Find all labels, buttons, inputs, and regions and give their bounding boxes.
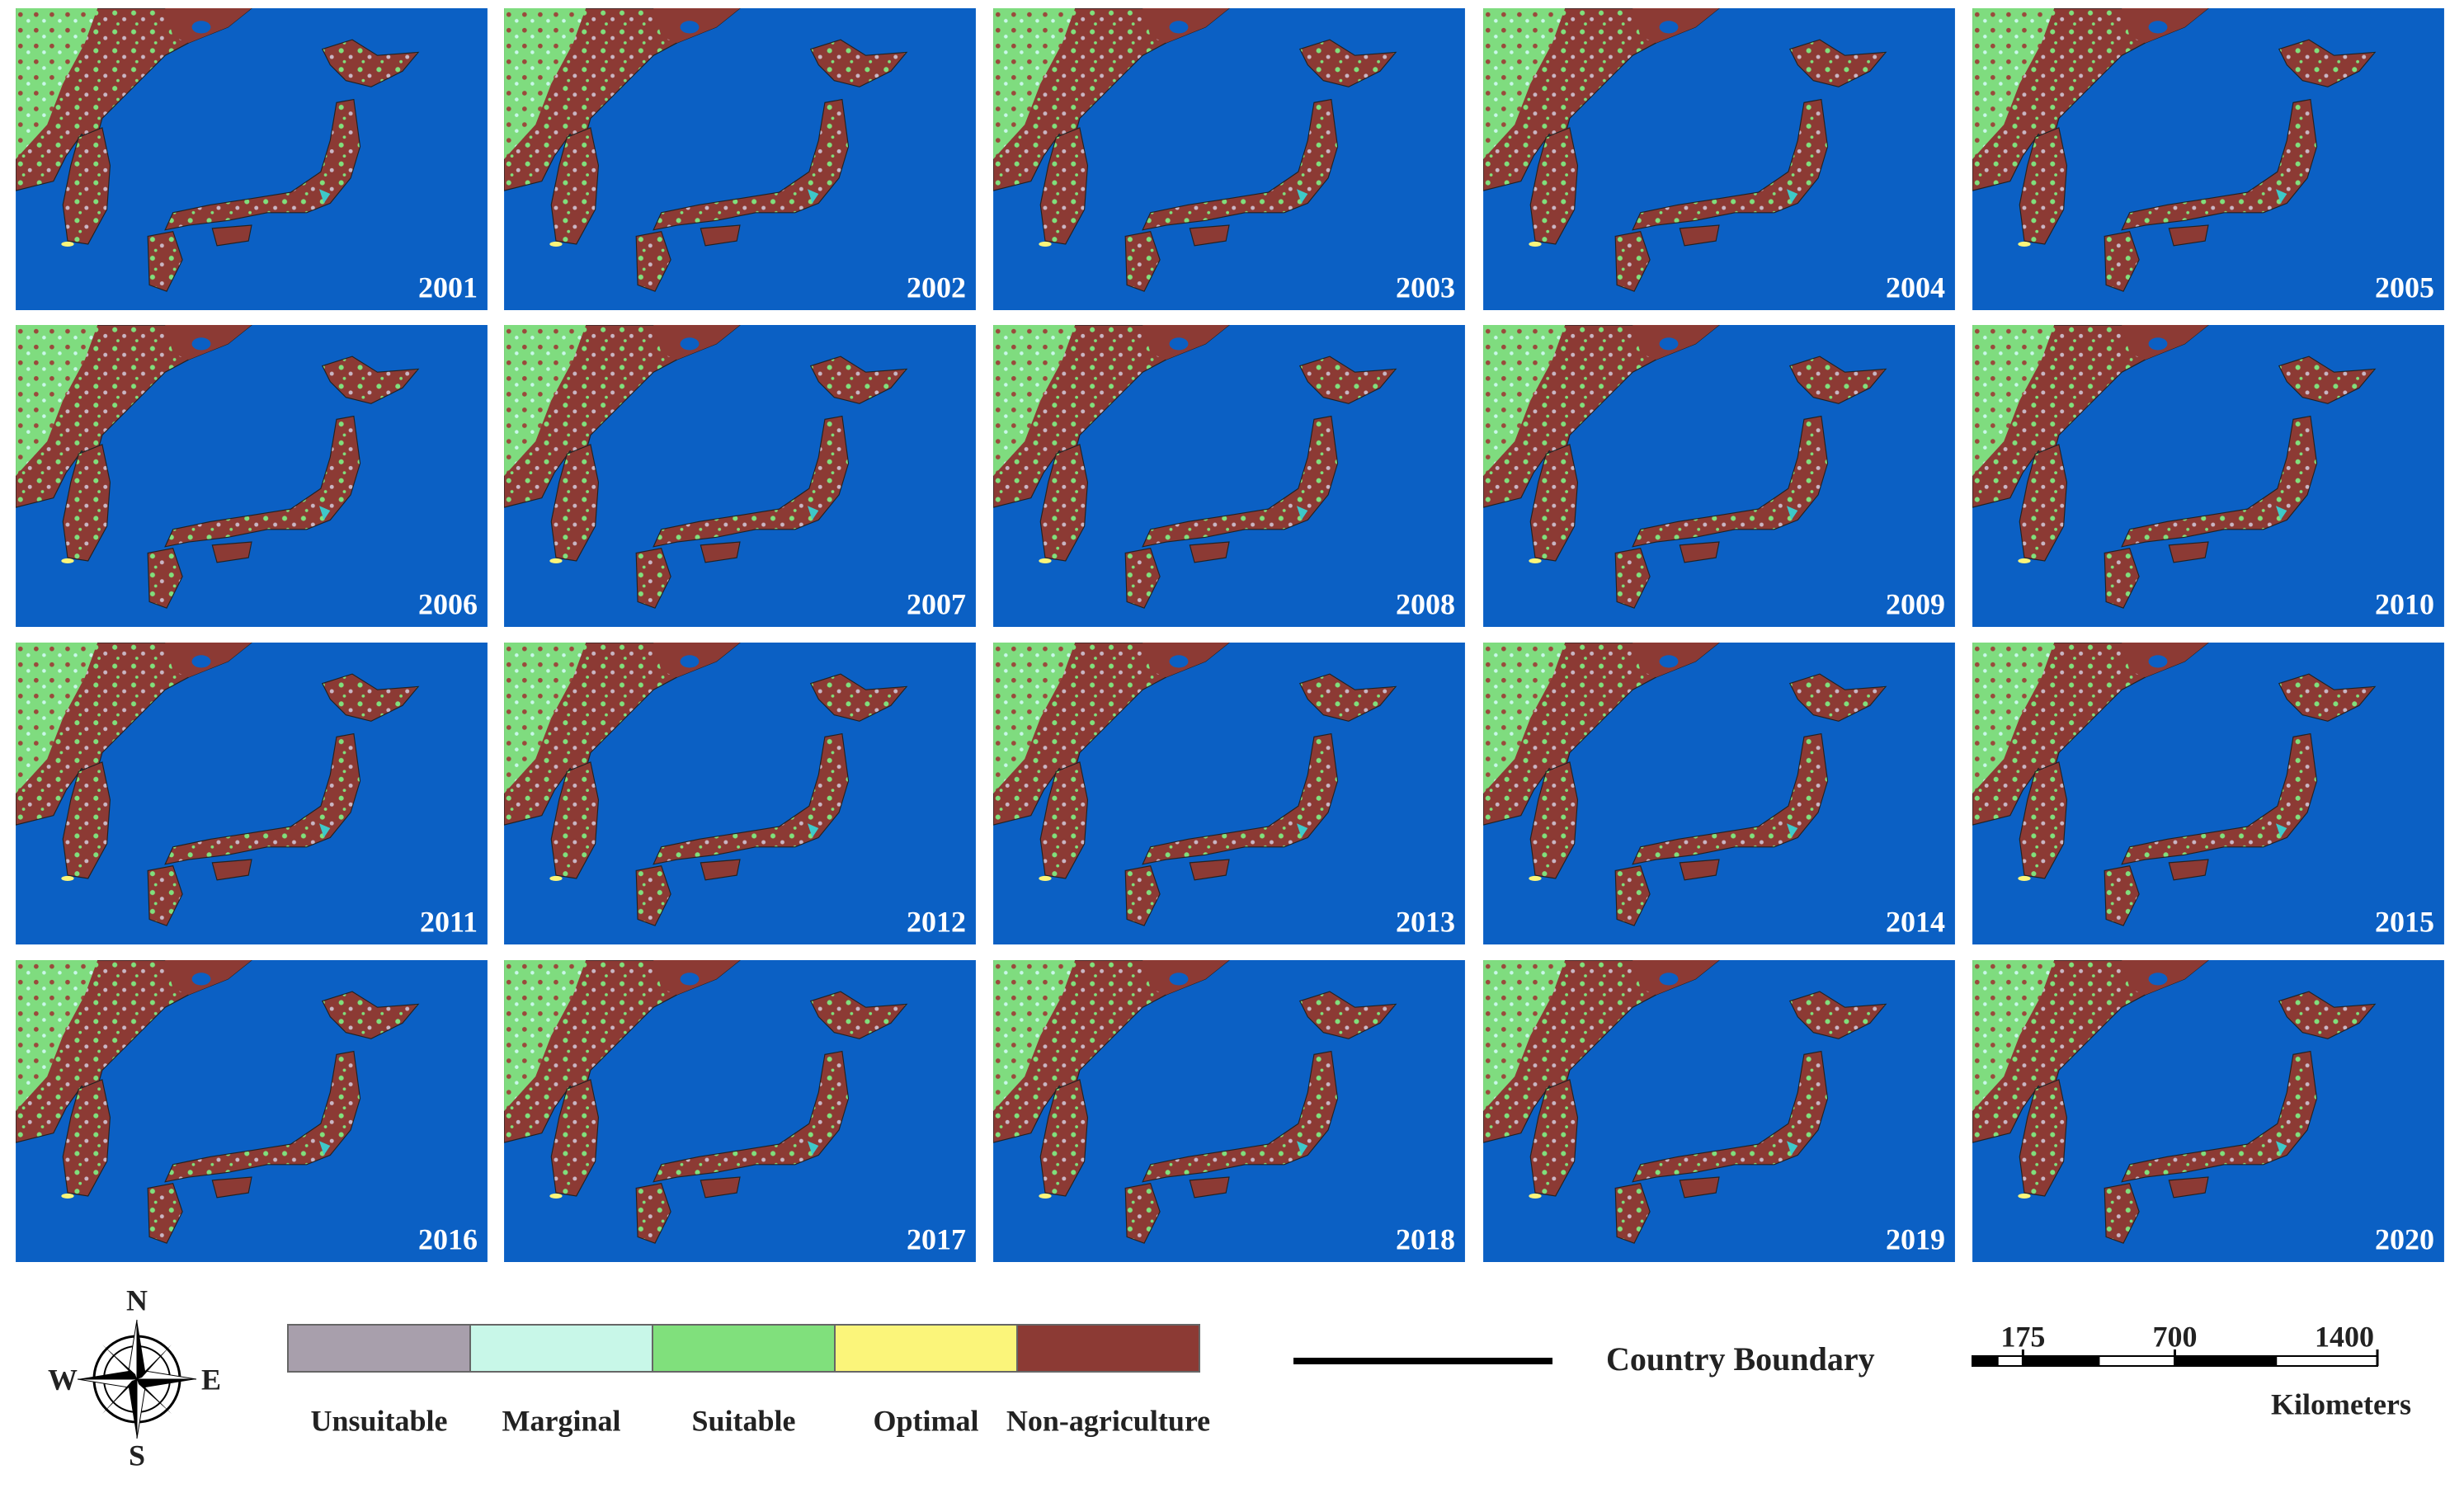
map bbox=[1972, 643, 2444, 944]
scale-segment bbox=[2174, 1355, 2278, 1367]
map bbox=[16, 8, 488, 310]
legend-label: Suitable bbox=[691, 1404, 795, 1437]
legend-swatch bbox=[469, 1324, 653, 1373]
legend: Unsuitable Marginal Suitable Optimal Non-agr… bbox=[287, 1324, 1210, 1437]
map-panel: 2014 bbox=[1483, 643, 1955, 944]
year-label: 2008 bbox=[1396, 587, 1455, 620]
year-label: 2009 bbox=[1886, 587, 1945, 620]
map-panel: 2020 bbox=[1972, 960, 2444, 1262]
map-panel: 2006 bbox=[16, 325, 488, 627]
year-label: 2014 bbox=[1886, 905, 1945, 938]
map-panel: 2004 bbox=[1483, 8, 1955, 310]
legend-label: Marginal bbox=[502, 1404, 621, 1437]
map-panel: 2002 bbox=[504, 8, 976, 310]
year-label: 2005 bbox=[2375, 271, 2434, 304]
year-label: 2013 bbox=[1396, 905, 1455, 938]
year-label: 2012 bbox=[907, 905, 966, 938]
year-label: 2020 bbox=[2375, 1222, 2434, 1255]
year-label: 2003 bbox=[1396, 271, 1455, 304]
map bbox=[1483, 643, 1955, 944]
scale-segment bbox=[1972, 1355, 1999, 1367]
scale-tick-label: 700 bbox=[2153, 1320, 2198, 1353]
year-label: 2004 bbox=[1886, 271, 1945, 304]
scale-segment bbox=[2022, 1355, 2100, 1367]
map bbox=[16, 643, 488, 944]
legend-swatch bbox=[1016, 1324, 1200, 1373]
map-panel: 2012 bbox=[504, 643, 976, 944]
map-panel: 2017 bbox=[504, 960, 976, 1262]
map bbox=[1972, 8, 2444, 310]
map-panel: 2019 bbox=[1483, 960, 1955, 1262]
compass: N S E W bbox=[48, 1283, 221, 1472]
legend-label: Unsuitable bbox=[310, 1404, 447, 1437]
map bbox=[504, 643, 976, 944]
map-panel: 2013 bbox=[993, 643, 1465, 944]
map-panel: 2016 bbox=[16, 960, 488, 1262]
map bbox=[504, 325, 976, 627]
map-panel: 2003 bbox=[993, 8, 1465, 310]
map-panel: 2011 bbox=[16, 643, 488, 944]
compass-w: W bbox=[48, 1363, 78, 1396]
compass-s: S bbox=[129, 1439, 145, 1472]
year-label: 2006 bbox=[418, 587, 478, 620]
map bbox=[993, 960, 1465, 1262]
map bbox=[16, 325, 488, 627]
map-panel: 2018 bbox=[993, 960, 1465, 1262]
scale-unit: Kilometers bbox=[2271, 1387, 2411, 1420]
legend-label: Non-agriculture bbox=[1006, 1404, 1210, 1437]
map bbox=[1972, 325, 2444, 627]
year-label: 2018 bbox=[1396, 1222, 1455, 1255]
legend-label: Optimal bbox=[873, 1404, 978, 1437]
compass-e: E bbox=[201, 1363, 221, 1396]
map-panel: 2008 bbox=[993, 325, 1465, 627]
scale-bar: 175 700 1400 Kilometers bbox=[1972, 1320, 2411, 1420]
map-panel: 2010 bbox=[1972, 325, 2444, 627]
legend-swatch bbox=[834, 1324, 1018, 1373]
map bbox=[1483, 960, 1955, 1262]
year-label: 2019 bbox=[1886, 1222, 1945, 1255]
boundary-label: Country Boundary bbox=[1606, 1340, 1875, 1378]
scale-segment bbox=[2098, 1355, 2176, 1367]
map-panel: 2009 bbox=[1483, 325, 1955, 627]
map bbox=[504, 8, 976, 310]
map bbox=[1972, 960, 2444, 1262]
year-label: 2016 bbox=[418, 1222, 478, 1255]
map bbox=[1483, 8, 1955, 310]
legend-swatch bbox=[652, 1324, 836, 1373]
map bbox=[993, 325, 1465, 627]
year-label: 2007 bbox=[907, 587, 966, 620]
map-panel: 2015 bbox=[1972, 643, 2444, 944]
map bbox=[993, 8, 1465, 310]
map bbox=[16, 960, 488, 1262]
map-panel: 2007 bbox=[504, 325, 976, 627]
year-label: 2017 bbox=[907, 1222, 966, 1255]
scale-segment bbox=[1996, 1355, 2024, 1367]
year-label: 2002 bbox=[907, 271, 966, 304]
scale-tick-label: 1400 bbox=[2315, 1320, 2374, 1353]
map-panel: 2005 bbox=[1972, 8, 2444, 310]
map-panel: 2001 bbox=[16, 8, 488, 310]
compass-n: N bbox=[126, 1283, 148, 1316]
legend-swatch bbox=[287, 1324, 471, 1373]
map-panels: 2001 2002 2003 2004 2005 2006 2007 2008 2009 2010… bbox=[16, 8, 2444, 1262]
map bbox=[1483, 325, 1955, 627]
map bbox=[504, 960, 976, 1262]
year-label: 2015 bbox=[2375, 905, 2434, 938]
year-label: 2011 bbox=[420, 905, 478, 938]
year-label: 2010 bbox=[2375, 587, 2434, 620]
year-label: 2001 bbox=[418, 271, 478, 304]
scale-segment bbox=[2275, 1355, 2378, 1367]
scale-tick-label: 175 bbox=[2000, 1320, 2045, 1353]
map bbox=[993, 643, 1465, 944]
